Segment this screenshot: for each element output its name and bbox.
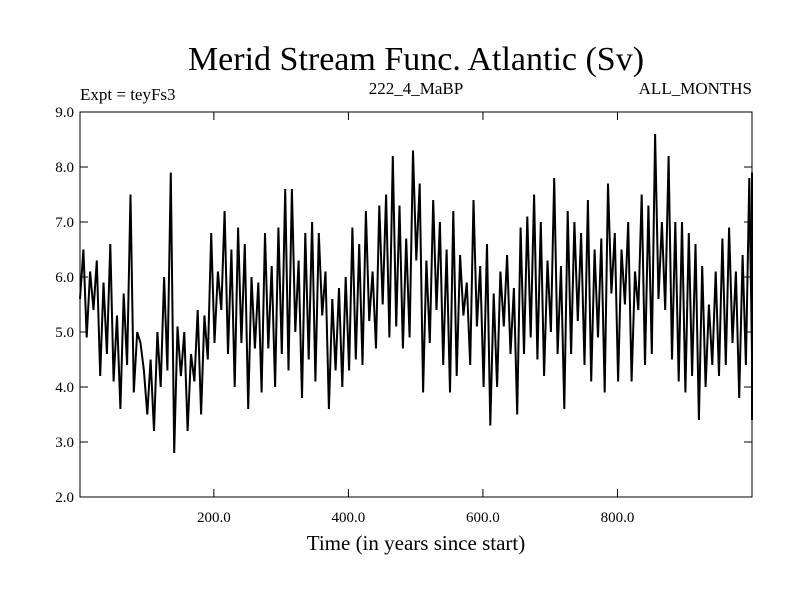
data-layer	[79, 133, 753, 454]
x-tick-label: 600.0	[466, 510, 500, 526]
y-tick-label: 2.0	[55, 490, 74, 506]
chart-title: Merid Stream Func. Atlantic (Sv)	[188, 41, 644, 78]
y-tick-label: 5.0	[55, 325, 74, 341]
y-tick-label: 9.0	[55, 105, 74, 121]
x-tick-label: 800.0	[601, 510, 635, 526]
period-label: 222_4_MaBP	[369, 79, 463, 98]
experiment-label: Expt = teyFs3	[80, 85, 176, 104]
plot-frame	[79, 111, 753, 498]
series-line-1	[79, 133, 753, 454]
months-label: ALL_MONTHS	[639, 79, 752, 98]
y-tick-label: 7.0	[55, 215, 74, 231]
y-tick-label: 4.0	[55, 380, 74, 396]
y-tick-label: 8.0	[55, 160, 74, 176]
y-tick-label: 6.0	[55, 270, 74, 286]
x-tick-label: 200.0	[197, 510, 231, 526]
x-axis-label: Time (in years since start)	[307, 531, 526, 555]
x-tick-label: 400.0	[332, 510, 366, 526]
ticks-layer: 200.0 400.0 600.0 800.0 2.0 3.0 4.0 5.0 6.0 7.0 8.…	[55, 105, 752, 526]
y-tick-label: 3.0	[55, 435, 74, 451]
